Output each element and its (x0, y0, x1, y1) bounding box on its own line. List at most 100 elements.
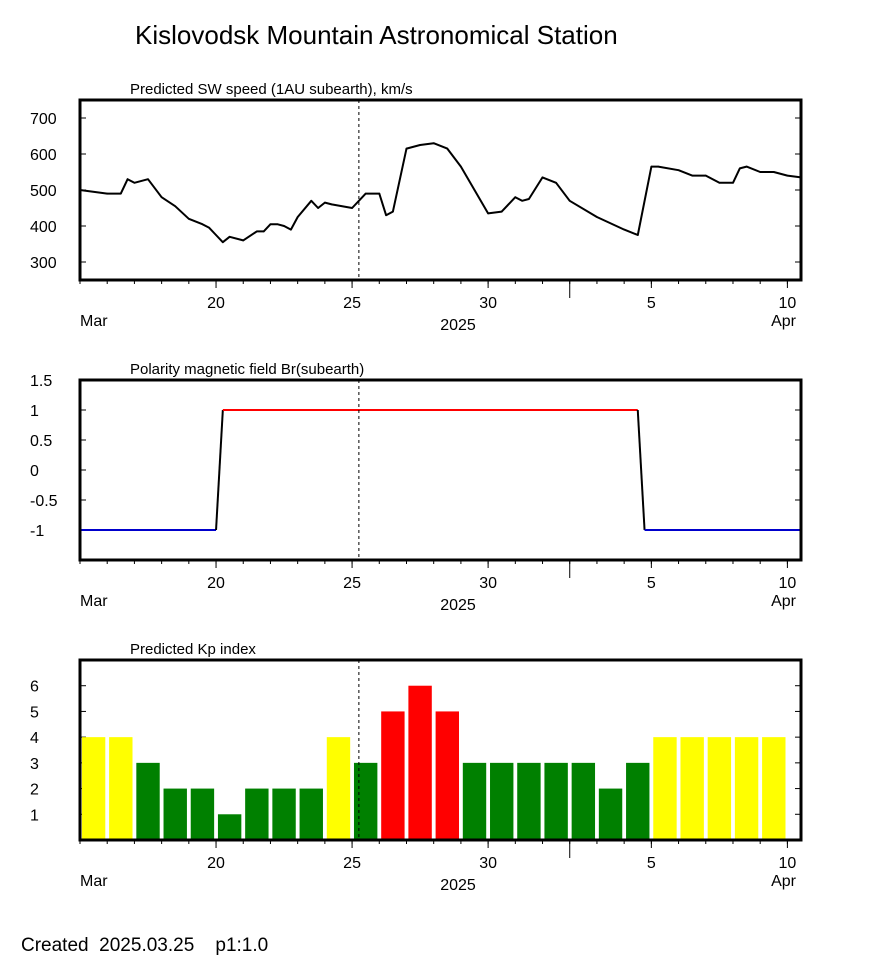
sw-speed-point (392, 210, 394, 213)
sw-speed-point (732, 182, 734, 184)
kp-bar (571, 762, 596, 840)
sw-speed-point (738, 167, 741, 170)
x-month-end-label: Apr (771, 873, 797, 890)
sw-speed-point (623, 228, 625, 231)
sw-speed-point (759, 171, 761, 173)
y-tick-label: 700 (30, 111, 57, 128)
sw-speed-point (514, 196, 517, 198)
y-tick-label: 0 (30, 463, 39, 480)
kp-bar (653, 737, 677, 840)
sw-speed-point (228, 236, 231, 238)
x-tick-label: 25 (343, 575, 361, 592)
x-tick-label: 5 (647, 855, 656, 872)
plot-frame (78, 98, 803, 282)
x-tick-label: 5 (647, 295, 656, 312)
sw-speed-point (106, 192, 109, 195)
sw-speed-point (786, 174, 789, 177)
x-tick-label: 10 (778, 575, 796, 592)
kp-bar (326, 737, 351, 840)
kp-bar (408, 685, 432, 840)
kp-bar (353, 762, 378, 840)
y-tick-label: 1 (30, 807, 39, 824)
kp-bar (190, 788, 215, 840)
y-tick-label: 1 (30, 403, 39, 420)
kp-bar (109, 737, 133, 840)
sw-speed-point (691, 174, 693, 177)
sw-speed-point (541, 176, 544, 179)
sw-speed-point (317, 207, 319, 209)
x-month-start-label: Mar (80, 593, 108, 610)
sw-speed-point (262, 230, 265, 233)
kp-bar (136, 762, 160, 840)
sw-speed-point (378, 192, 381, 195)
x-tick-label: 30 (479, 295, 497, 312)
sw-speed-point (521, 200, 523, 202)
sw-speed-point (208, 227, 211, 229)
y-tick-label: 2 (30, 782, 39, 799)
kp-bar (626, 762, 650, 840)
kp-bar (490, 762, 514, 840)
panel-title: Predicted Kp index (130, 641, 256, 658)
footer-date: 2025.03.25 (99, 935, 195, 956)
sw-speed-point (555, 182, 557, 184)
sw-speed-point (446, 147, 449, 150)
y-tick-label: 3 (30, 756, 39, 773)
kp-bar (163, 788, 187, 840)
kp-bar (299, 788, 323, 840)
sw-speed-point (528, 198, 530, 200)
sw-speed-point (330, 203, 333, 206)
x-year-label: 2025 (440, 317, 476, 334)
footer-page: p1:1.0 (215, 935, 269, 956)
sw-speed-point (201, 223, 204, 225)
kp-bar (707, 737, 732, 840)
sw-speed-point (296, 216, 299, 218)
sw-speed-point (487, 212, 489, 215)
sw-speed-point (718, 182, 721, 184)
sw-speed-point (473, 189, 476, 191)
x-tick-label: 30 (479, 855, 497, 872)
y-tick-label: -0.5 (30, 493, 58, 510)
kp-bar (435, 711, 460, 840)
x-tick-label: 30 (479, 575, 497, 592)
page-title: Kislovodsk Mountain Astronomical Station (135, 20, 618, 50)
y-tick-label: 300 (30, 255, 57, 272)
footer-created-label: Created (21, 935, 89, 956)
y-tick-label: -1 (30, 523, 44, 540)
kp-bar (517, 762, 541, 840)
sw-speed-point (358, 200, 360, 202)
panel-title: Predicted SW speed (1AU subearth), km/s (130, 81, 413, 98)
y-tick-label: 1.5 (30, 373, 52, 390)
sw-speed-point (385, 214, 387, 216)
kp-bar (544, 762, 568, 840)
kp-bar (598, 788, 623, 840)
footer: Created 2025.03.25 p1:1.0 (21, 935, 268, 957)
kp-bar (462, 762, 487, 840)
kp-bar (272, 788, 296, 840)
sw-speed-point (269, 223, 272, 225)
sw-speed-point (636, 234, 639, 236)
sw-speed-point (460, 165, 462, 168)
sw-speed-point (432, 142, 435, 144)
sw-speed-point (256, 230, 258, 233)
sw-speed-point (596, 216, 598, 218)
x-tick-label: 5 (647, 575, 656, 592)
x-tick-label: 10 (778, 295, 796, 312)
kp-bar (734, 737, 759, 840)
polarity-segment (215, 409, 224, 531)
y-tick-label: 500 (30, 183, 57, 200)
sw-speed-point (174, 205, 177, 207)
x-month-end-label: Apr (771, 313, 797, 330)
x-year-label: 2025 (440, 597, 476, 614)
plot-frame (78, 378, 803, 562)
sw-speed-point (677, 169, 680, 171)
sw-speed-point (650, 165, 653, 168)
x-tick-label: 20 (207, 575, 225, 592)
y-tick-label: 600 (30, 147, 57, 164)
sw-speed-point (364, 192, 367, 195)
polarity-segment (636, 409, 646, 531)
sw-speed-point (133, 182, 136, 184)
sw-speed-point (324, 201, 326, 204)
sw-speed-point (704, 174, 707, 177)
kp-bar (217, 814, 242, 840)
